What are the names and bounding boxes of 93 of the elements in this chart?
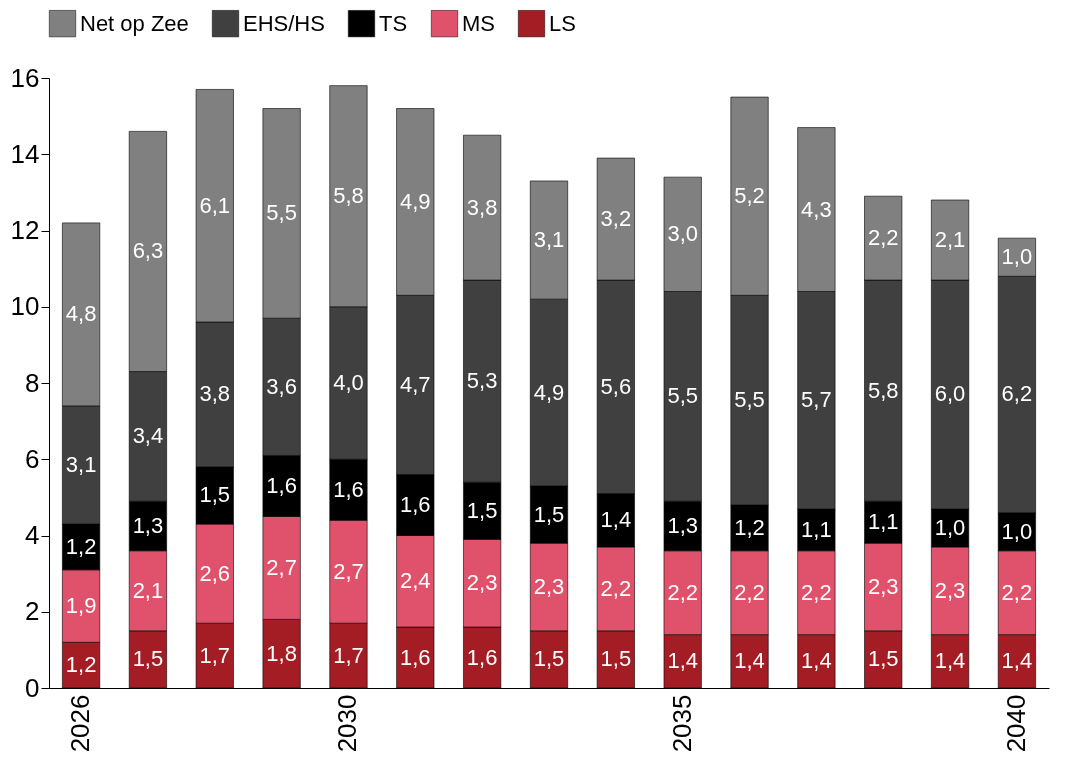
y-tick-label: 14 <box>10 138 40 169</box>
data-label: 3,8 <box>466 194 498 220</box>
data-label: 1,6 <box>466 644 498 670</box>
data-label: 3,2 <box>600 206 632 232</box>
data-label: 2,1 <box>934 227 966 253</box>
data-label: 6,3 <box>132 238 164 264</box>
data-label: 1,5 <box>867 646 899 672</box>
data-label: 4,3 <box>801 196 832 222</box>
data-label: 5,2 <box>734 183 765 209</box>
data-label: 2,2 <box>600 575 632 601</box>
data-label: 2,3 <box>466 570 498 596</box>
data-label: 1,6 <box>266 472 297 498</box>
data-label: 1,5 <box>466 497 498 523</box>
data-label: 3,8 <box>199 381 231 407</box>
y-tick-label: 16 <box>10 62 40 93</box>
y-tick-label: 4 <box>25 520 40 550</box>
legend-label: EHS/HS <box>243 10 325 36</box>
data-label: 1,5 <box>533 501 565 527</box>
data-label: 6,1 <box>199 192 231 218</box>
data-label: 3,0 <box>667 221 698 247</box>
data-label: 4,9 <box>533 379 565 405</box>
data-label: 2,2 <box>734 579 765 605</box>
data-label: 2,3 <box>867 573 899 599</box>
data-label: 6,0 <box>934 381 966 407</box>
data-label: 5,8 <box>867 377 899 403</box>
data-label: 5,5 <box>667 383 698 409</box>
y-tick-label: 12 <box>10 215 40 245</box>
data-label: 1,5 <box>199 482 231 508</box>
x-tick-label: 2040 <box>1000 694 1031 753</box>
data-label: 2,2 <box>1001 579 1033 605</box>
data-label: 2,2 <box>867 225 899 251</box>
legend-label: TS <box>379 10 408 36</box>
data-label: 1,3 <box>667 512 698 538</box>
data-label: 3,4 <box>132 423 164 449</box>
data-label: 1,6 <box>333 476 364 502</box>
data-label: 2,6 <box>199 560 231 586</box>
data-label: 5,6 <box>600 373 632 399</box>
data-label: 5,5 <box>734 387 765 413</box>
legend-label: Net op Zee <box>80 10 189 36</box>
data-label: 1,1 <box>867 509 899 535</box>
data-label: 5,5 <box>266 200 297 226</box>
y-tick-label: 2 <box>25 596 40 627</box>
x-tick-label: 2026 <box>65 694 96 753</box>
data-label: 1,2 <box>65 652 97 678</box>
data-label: 4,0 <box>333 370 364 395</box>
data-label: 1,7 <box>199 642 231 668</box>
data-label: 2,7 <box>333 558 364 584</box>
data-label: 1,8 <box>266 640 297 666</box>
data-label: 2,7 <box>266 554 297 580</box>
legend-label: LS <box>549 10 576 36</box>
data-label: 1,4 <box>934 648 966 674</box>
data-label: 1,5 <box>600 646 632 672</box>
data-label: 1,9 <box>65 593 97 619</box>
data-label: 1,4 <box>600 507 632 533</box>
data-label: 1,2 <box>734 514 765 540</box>
data-label: 1,4 <box>1001 648 1033 674</box>
y-tick-label: 0 <box>25 672 40 703</box>
data-label: 2,4 <box>400 568 431 594</box>
data-label: 3,1 <box>533 227 565 253</box>
data-label: 2,3 <box>934 577 966 603</box>
data-label: 4,8 <box>65 301 97 327</box>
data-label: 2,3 <box>533 573 565 599</box>
data-label: 1,5 <box>533 646 565 672</box>
data-label: 1,6 <box>400 644 431 670</box>
legend-label: MS <box>462 10 495 36</box>
data-label: 4,7 <box>400 371 431 397</box>
data-label: 2,2 <box>801 579 832 605</box>
data-label: 3,6 <box>266 373 297 399</box>
data-label: 2,1 <box>132 577 164 603</box>
x-tick-label: 2030 <box>332 694 363 753</box>
data-label: 5,7 <box>801 387 832 413</box>
data-label: 2,2 <box>667 579 698 605</box>
data-label: 1,4 <box>801 648 832 674</box>
data-label: 1,3 <box>132 512 164 538</box>
y-tick-label: 6 <box>25 443 40 474</box>
data-label: 4,9 <box>400 188 431 214</box>
y-tick-label: 10 <box>10 291 40 322</box>
data-label: 6,2 <box>1001 381 1033 407</box>
data-label: 1,7 <box>333 642 364 668</box>
data-label: 1,4 <box>667 648 698 674</box>
data-label: 1,2 <box>65 533 97 559</box>
data-label: 1,1 <box>801 516 832 542</box>
data-label: 1,5 <box>132 646 164 672</box>
data-label: 3,1 <box>65 451 97 477</box>
data-label: 5,8 <box>333 183 364 209</box>
data-label: 1,4 <box>734 648 765 674</box>
y-tick-label: 8 <box>25 367 40 398</box>
data-label: 1,6 <box>400 492 431 517</box>
data-label: 1,0 <box>1001 244 1033 270</box>
data-label: 1,0 <box>934 514 966 540</box>
x-tick-label: 2035 <box>666 694 697 753</box>
data-label: 5,3 <box>466 368 498 394</box>
data-label: 1,0 <box>1001 518 1033 544</box>
